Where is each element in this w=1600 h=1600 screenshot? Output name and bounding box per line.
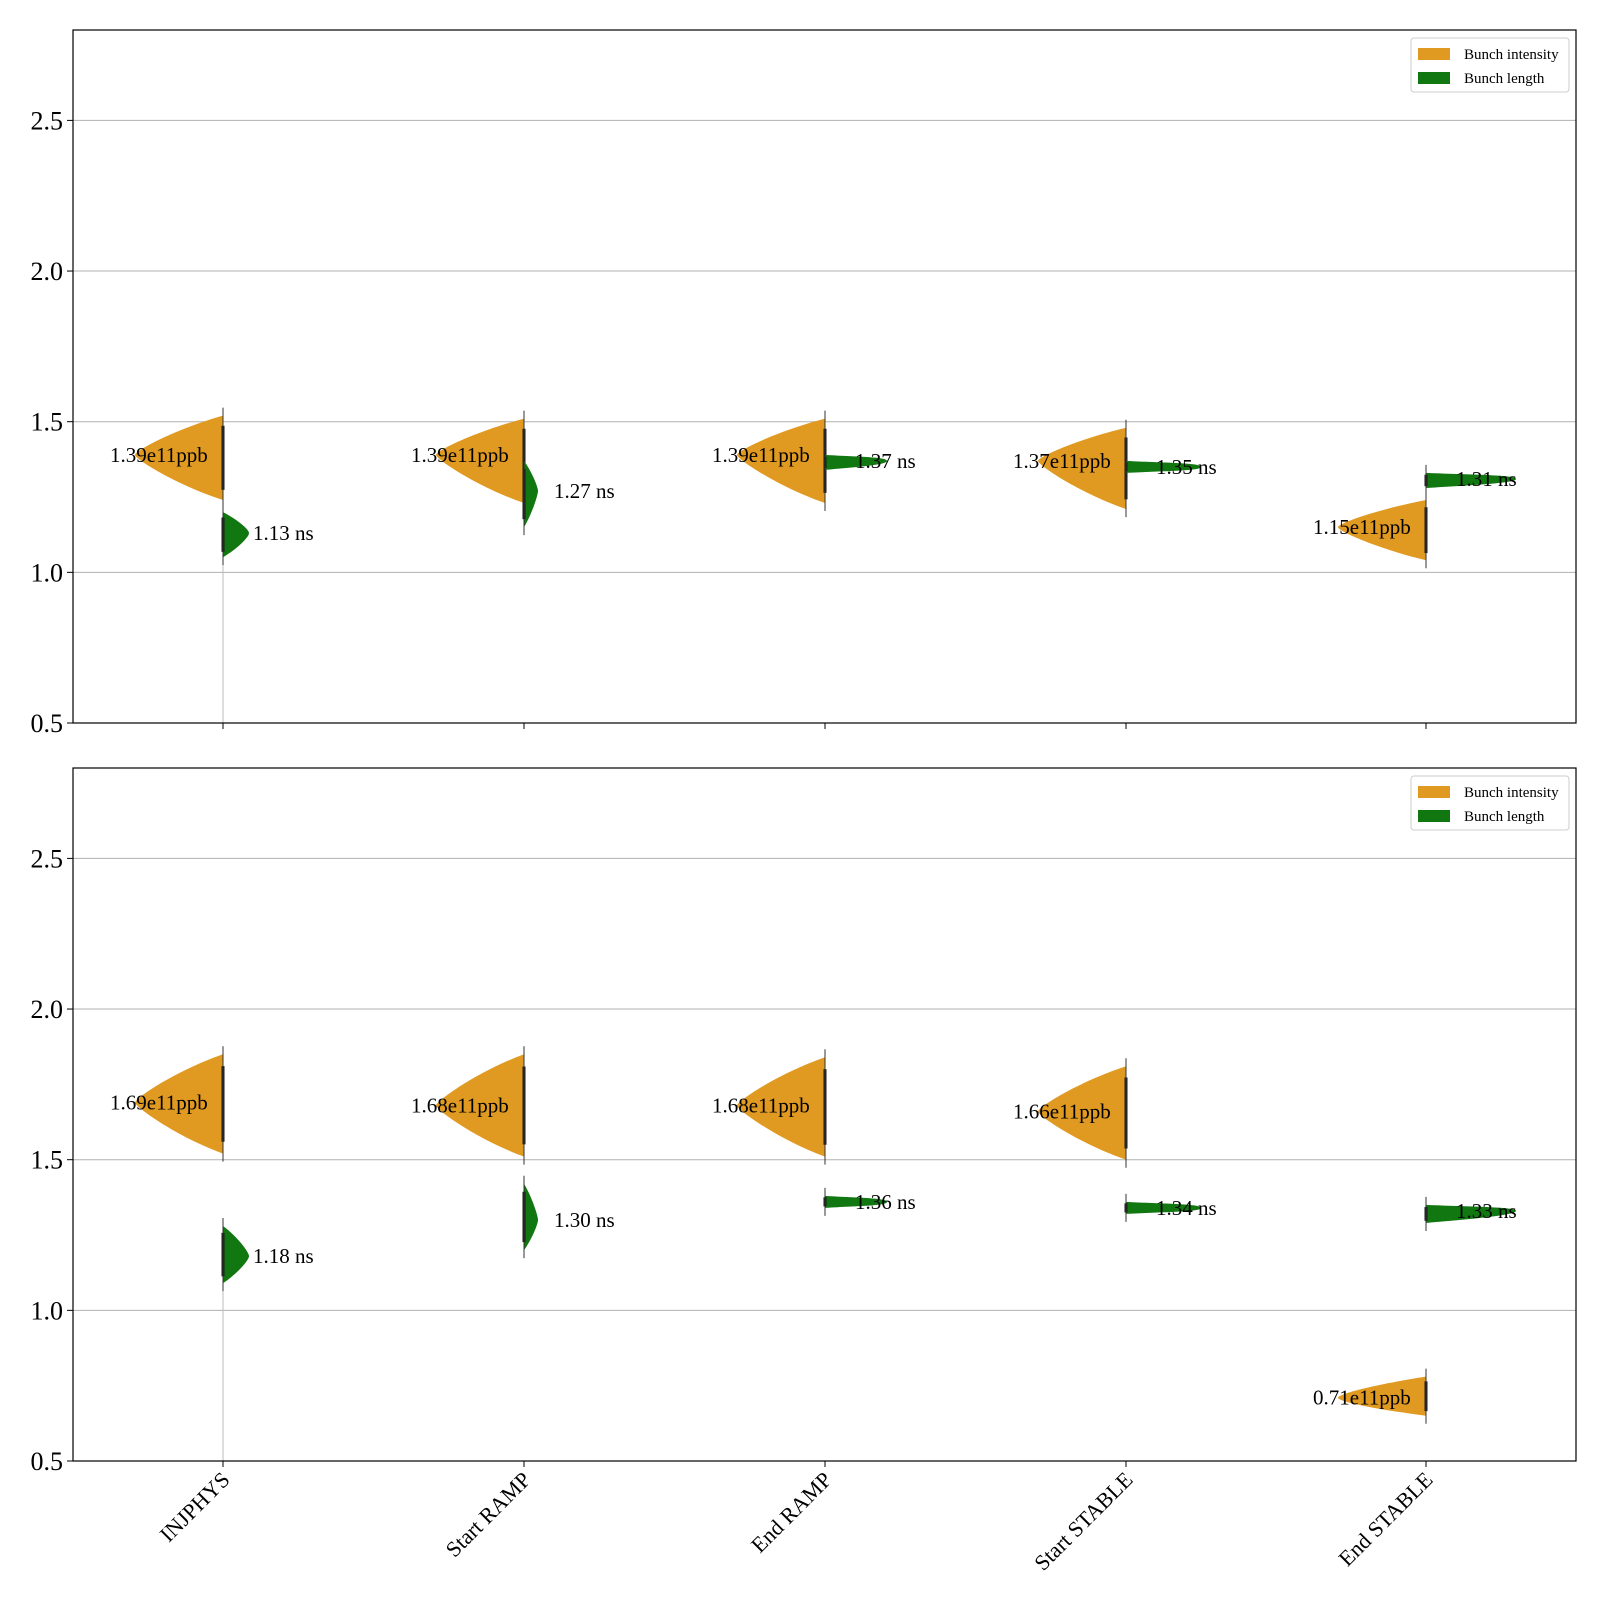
intensity-value-label: 1.39e11ppb: [411, 443, 509, 467]
intensity-violin: [1038, 1066, 1126, 1160]
length-value-label: 1.27 ns: [554, 479, 615, 503]
x-tick-labels: INJPHYS Start RAMP End RAMP Start STABLE End…: [155, 1467, 1438, 1575]
y-tick-label: 0.5: [31, 709, 64, 738]
length-violin: [1426, 472, 1516, 488]
intensity-violin: [135, 1054, 223, 1154]
length-violin: [1126, 1201, 1201, 1214]
length-violin: [1426, 1204, 1516, 1223]
length-value-label: 1.30 ns: [554, 1208, 615, 1232]
length-violin: [223, 512, 249, 558]
length-violin: [524, 460, 538, 528]
y-tick-label: 1.5: [31, 1146, 64, 1175]
intensity-value-label: 1.37e11ppb: [1013, 449, 1111, 473]
x-category-label: INJPHYS: [155, 1467, 235, 1547]
y-tick-label: 1.0: [31, 558, 64, 587]
legend-label: Bunch length: [1464, 809, 1545, 825]
intensity-violin: [436, 418, 524, 504]
y-tick-label: 1.0: [31, 1296, 64, 1325]
length-value-label: 1.37 ns: [855, 449, 916, 473]
axes-frame: [72, 767, 1577, 1462]
legend-box: [1410, 37, 1570, 93]
legend-label: Bunch intensity: [1464, 47, 1559, 63]
intensity-violin: [1038, 427, 1126, 510]
x-category-label: End STABLE: [1333, 1467, 1437, 1571]
intensity-value-label: 1.66e11ppb: [1013, 1099, 1111, 1123]
legend-length-swatch: [1418, 810, 1450, 822]
intensity-value-label: 1.68e11ppb: [411, 1093, 509, 1117]
x-category-label: End RAMP: [746, 1467, 837, 1558]
length-violin: [825, 1195, 887, 1208]
intensity-violin: [737, 1057, 825, 1157]
intensity-violin: [1338, 500, 1426, 561]
length-value-label: 1.36 ns: [855, 1190, 916, 1214]
length-violin: [825, 454, 887, 470]
length-value-label: 1.35 ns: [1156, 455, 1217, 479]
intensity-violin: [1338, 1376, 1426, 1416]
length-violin: [524, 1183, 538, 1251]
intensity-value-label: 0.71e11ppb: [1313, 1386, 1411, 1410]
y-tick-label: 2.5: [31, 106, 64, 135]
length-violin: [223, 1225, 249, 1284]
intensity-value-label: 1.69e11ppb: [110, 1090, 208, 1114]
legend-intensity-swatch: [1418, 48, 1450, 60]
y-tick-label: 0.5: [31, 1447, 64, 1476]
top-panel: 0.5 1.0 1.5 2.0 2.5 1.39e11ppb 1.39e11ppb 1.39e…: [31, 29, 1577, 738]
intensity-violin: [737, 418, 825, 504]
axes-frame: [72, 29, 1577, 724]
y-tick-label: 2.0: [31, 995, 64, 1024]
length-violin: [1126, 460, 1201, 473]
length-value-label: 1.34 ns: [1156, 1196, 1217, 1220]
intensity-value-label: 1.39e11ppb: [712, 443, 810, 467]
intensity-violin: [135, 415, 223, 501]
length-value-label: 1.18 ns: [253, 1244, 314, 1268]
intensity-value-label: 1.39e11ppb: [110, 443, 208, 467]
bottom-panel: 0.5 1.0 1.5 2.0 2.5 1.69e11ppb 1.68e11ppb 1.68e…: [31, 767, 1577, 1476]
y-tick-label: 1.5: [31, 408, 64, 437]
intensity-violin: [436, 1054, 524, 1157]
x-category-label: Start STABLE: [1029, 1467, 1137, 1575]
legend-label: Bunch intensity: [1464, 785, 1559, 801]
legend-intensity-swatch: [1418, 786, 1450, 798]
x-category-label: Start RAMP: [440, 1467, 535, 1562]
y-tick-label: 2.0: [31, 257, 64, 286]
intensity-value-label: 1.68e11ppb: [712, 1093, 810, 1117]
intensity-value-label: 1.15e11ppb: [1313, 515, 1411, 539]
length-value-label: 1.13 ns: [253, 521, 314, 545]
legend-length-swatch: [1418, 72, 1450, 84]
legend-label: Bunch length: [1464, 71, 1545, 87]
legend-box: [1410, 775, 1570, 831]
y-tick-label: 2.5: [31, 844, 64, 873]
length-value-label: 1.31 ns: [1456, 467, 1517, 491]
length-value-label: 1.33 ns: [1456, 1199, 1517, 1223]
